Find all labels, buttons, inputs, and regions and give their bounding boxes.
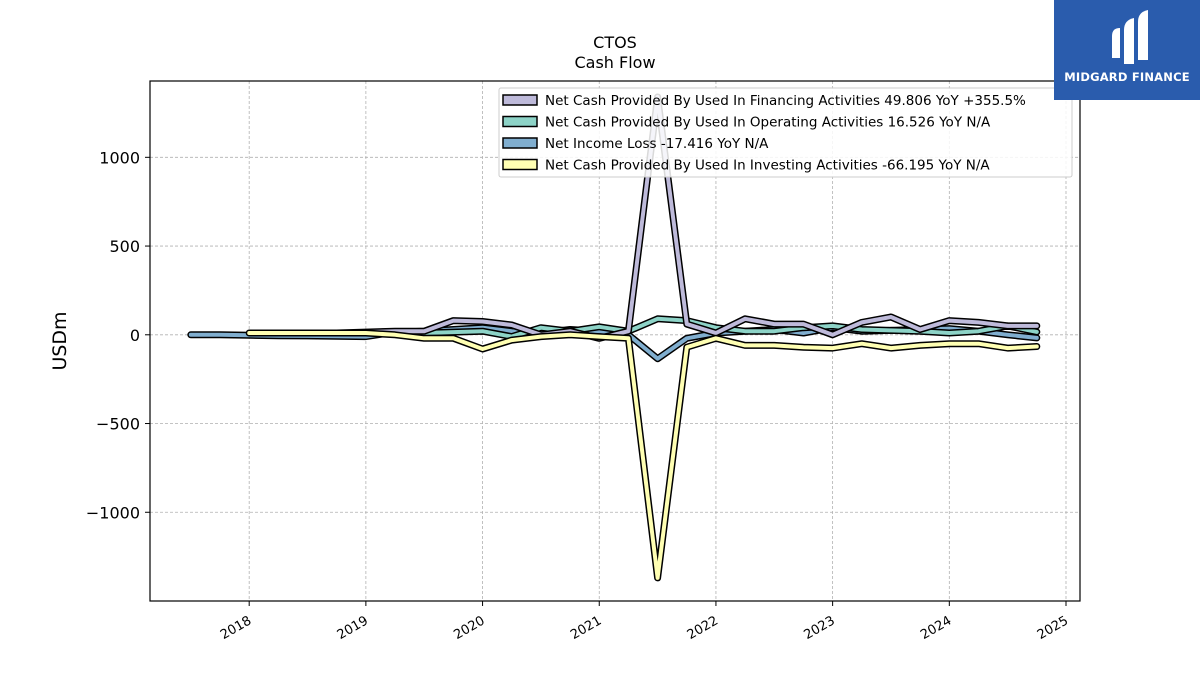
chart-subtitle: Cash Flow — [574, 53, 655, 72]
y-tick-label: 0 — [130, 326, 140, 345]
y-axis-ticks: −1000 −500 0 500 1000 — [86, 148, 150, 522]
brand-mark-icon — [1112, 10, 1148, 64]
series-line-3 — [247, 331, 1039, 580]
y-tick-label: 1000 — [99, 148, 140, 167]
y-axis-label: USDm — [49, 311, 71, 370]
y-tick-label: 500 — [109, 237, 140, 256]
legend-swatch — [502, 158, 538, 171]
legend: Net Cash Provided By Used In Financing A… — [498, 87, 1073, 178]
chart-title: CTOS — [593, 33, 637, 52]
x-tick-label: 2022 — [685, 613, 721, 643]
x-tick-label: 2020 — [451, 613, 487, 643]
legend-label: Net Cash Provided By Used In Investing A… — [545, 158, 990, 174]
x-tick-label: 2023 — [801, 613, 837, 643]
plot-frame — [149, 80, 1081, 602]
x-tick-label: 2018 — [218, 613, 254, 643]
legend-box — [498, 87, 1073, 178]
brand-name: MIDGARD FINANCE — [1064, 70, 1190, 84]
x-tick-label: 2025 — [1035, 613, 1071, 643]
legend-label: Net Cash Provided By Used In Financing A… — [545, 93, 1026, 109]
x-tick-label: 2019 — [335, 613, 371, 643]
x-tick-label: 2021 — [568, 613, 604, 643]
brand-logo: MIDGARD FINANCE — [1054, 0, 1200, 100]
x-axis-ticks: 2018 2019 2020 2021 2022 2023 2024 2025 — [218, 601, 1071, 643]
y-tick-label: −1000 — [86, 503, 140, 522]
y-tick-label: −500 — [96, 415, 140, 434]
legend-swatch — [502, 137, 538, 149]
legend-swatch — [502, 94, 538, 106]
legend-swatch — [502, 115, 538, 128]
legend-label: Net Income Loss -17.416 YoY N/A — [545, 136, 769, 152]
x-tick-label: 2024 — [918, 613, 954, 643]
legend-label: Net Cash Provided By Used In Operating A… — [545, 115, 991, 131]
